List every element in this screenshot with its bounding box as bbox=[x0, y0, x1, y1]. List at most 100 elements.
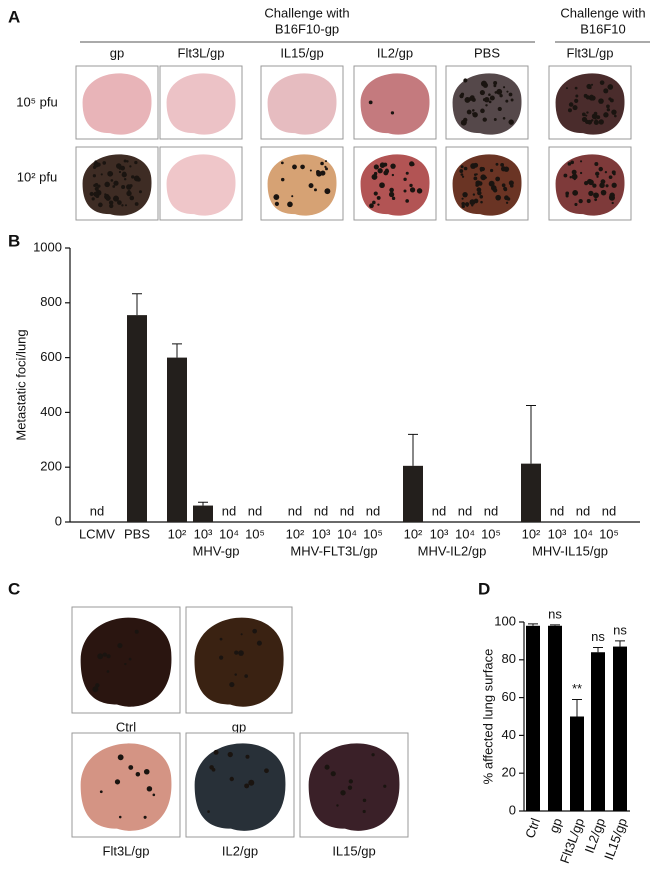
lung-spot bbox=[234, 673, 237, 676]
lung-spot bbox=[567, 108, 572, 113]
lung-spot bbox=[469, 95, 475, 100]
lung-spot bbox=[123, 177, 127, 181]
lung-spot bbox=[134, 202, 139, 206]
lung-spot bbox=[229, 776, 234, 782]
lung-spot bbox=[227, 751, 233, 758]
lung-spot bbox=[219, 637, 223, 641]
lung-spot bbox=[273, 194, 280, 200]
lung-spot bbox=[600, 189, 607, 196]
lung-spot bbox=[464, 202, 470, 207]
image-label: gp bbox=[232, 719, 246, 734]
lung-spot bbox=[594, 119, 598, 123]
lung-spot bbox=[506, 90, 509, 93]
lung-spot bbox=[503, 187, 508, 192]
lung-spot bbox=[138, 190, 142, 194]
lung-spot bbox=[505, 201, 509, 204]
error-bar bbox=[593, 647, 603, 653]
value-label: nd bbox=[576, 503, 590, 518]
lung-spot bbox=[405, 171, 409, 175]
lung-spot bbox=[377, 203, 380, 206]
lung-spot bbox=[300, 164, 305, 170]
column-label: IL15/gp bbox=[280, 45, 323, 60]
lung-spot bbox=[391, 196, 396, 200]
lung-spot bbox=[368, 100, 373, 105]
lung-spot bbox=[291, 195, 294, 198]
value-label: nd bbox=[340, 503, 354, 518]
lung-spot bbox=[245, 754, 250, 759]
bar bbox=[403, 465, 423, 522]
value-label: nd bbox=[602, 503, 616, 518]
lung-spot bbox=[92, 165, 97, 170]
y-tick-label: 0 bbox=[509, 802, 516, 817]
annotation: ns bbox=[548, 606, 562, 621]
error-bar bbox=[132, 293, 142, 316]
lung-spot bbox=[508, 92, 513, 97]
lung-spot bbox=[463, 78, 468, 83]
lung-spot bbox=[104, 181, 110, 188]
lung-spot bbox=[123, 159, 127, 163]
lung-spot bbox=[594, 162, 599, 166]
lung-spot bbox=[499, 93, 503, 98]
lung-spot bbox=[105, 195, 111, 201]
lung-spot bbox=[574, 202, 578, 206]
lung-spot bbox=[492, 188, 498, 193]
lung-spot bbox=[565, 87, 568, 90]
lung-spot bbox=[588, 86, 592, 90]
x-tick-label: 10⁴ bbox=[219, 526, 239, 541]
y-axis-label: Metastatic foci/lung bbox=[13, 329, 28, 440]
lung-spot bbox=[403, 189, 407, 193]
annotation: ** bbox=[572, 681, 582, 696]
lung-spot bbox=[280, 177, 285, 182]
bar bbox=[521, 463, 541, 522]
lung-spot bbox=[472, 112, 478, 118]
lung-spot bbox=[569, 175, 572, 179]
lung-spot bbox=[102, 652, 107, 657]
lung-spot bbox=[460, 165, 464, 169]
lung-spot bbox=[384, 168, 390, 174]
lung-spot bbox=[362, 809, 366, 814]
lung-spot bbox=[97, 184, 101, 188]
lung-spot bbox=[121, 204, 124, 207]
x-tick-label: LCMV bbox=[79, 526, 115, 541]
lung-spot bbox=[373, 164, 379, 170]
lung-spot bbox=[603, 88, 609, 94]
lung-spot bbox=[131, 175, 135, 179]
lung-spot bbox=[563, 173, 568, 178]
lung-spot bbox=[336, 804, 339, 807]
lung-spot bbox=[586, 111, 589, 114]
value-label: nd bbox=[484, 503, 498, 518]
x-tick-label: 10⁵ bbox=[245, 526, 265, 541]
lung-spot bbox=[473, 162, 479, 168]
lung-spot bbox=[128, 765, 134, 770]
lung-spot bbox=[571, 169, 577, 175]
lung-spot bbox=[585, 114, 588, 117]
lung-spot bbox=[581, 112, 586, 117]
lung-spot bbox=[482, 82, 488, 88]
group-header: Challenge with bbox=[264, 5, 349, 20]
lung-spot bbox=[409, 161, 415, 167]
y-tick-label: 400 bbox=[40, 404, 62, 419]
value-label: nd bbox=[432, 503, 446, 518]
lung-spot bbox=[480, 108, 485, 114]
lung-spot bbox=[372, 200, 376, 205]
error-bar bbox=[550, 624, 560, 626]
lung-spot bbox=[94, 186, 99, 191]
image-label: Ctrl bbox=[116, 719, 136, 734]
lung-spot bbox=[488, 100, 492, 104]
lung-image bbox=[555, 73, 625, 135]
lung-spot bbox=[461, 201, 466, 206]
value-label: nd bbox=[248, 503, 262, 518]
lung-spot bbox=[92, 174, 96, 178]
bar bbox=[526, 625, 540, 811]
x-tick-label: 10² bbox=[168, 526, 187, 541]
lung-spot bbox=[126, 160, 129, 163]
image-label: IL2/gp bbox=[222, 843, 258, 858]
lung-spot bbox=[129, 184, 133, 188]
lung-spot bbox=[503, 86, 506, 89]
lung-spot bbox=[134, 160, 138, 165]
lung-spot bbox=[482, 98, 486, 102]
lung-spot bbox=[152, 793, 156, 797]
lung-spot bbox=[461, 204, 465, 209]
lung-spot bbox=[596, 115, 601, 120]
lung-spot bbox=[118, 815, 122, 819]
